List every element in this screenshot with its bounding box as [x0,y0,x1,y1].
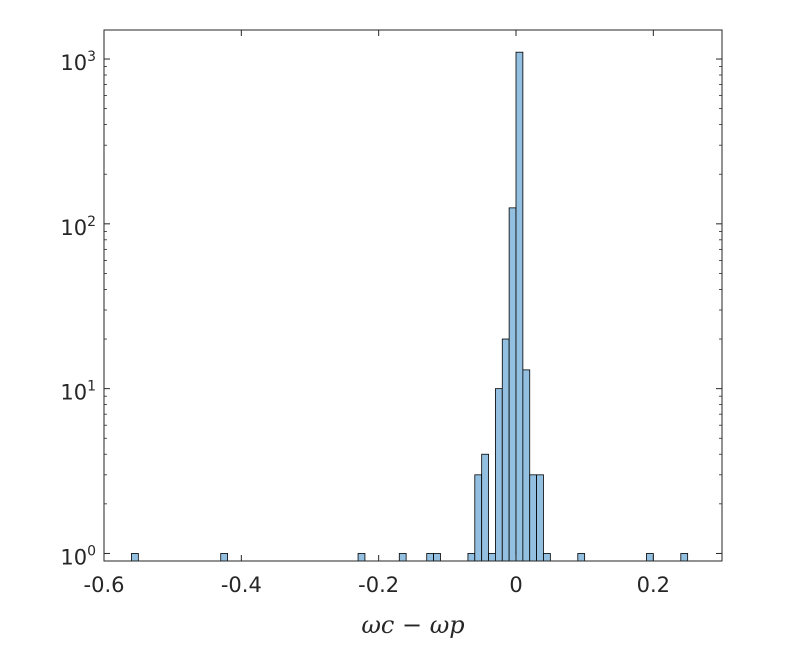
histogram-bar-2 [357,553,366,562]
histogram-bar-16 [536,474,544,562]
histogram-bar-7 [474,474,483,562]
histogram-bar-0 [131,553,139,562]
histogram-bar-19 [646,553,654,562]
x-tick-labels: -0.6 -0.4 -0.2 0 0.2 [84,573,671,597]
histogram-bar-6 [467,553,476,562]
histogram-bar-20 [680,553,689,562]
histogram-bar-8 [481,453,489,562]
histogram-bar-18 [577,553,586,562]
histogram-bar-9 [488,553,496,562]
histogram-bar-4 [426,553,435,562]
histogram-bar-14 [522,369,531,562]
x-tick-label-0: -0.6 [84,573,125,597]
histogram-bar-10 [494,388,503,562]
histogram-bar-3 [398,553,407,562]
x-tick-label-4: 0.2 [637,573,670,597]
histogram-bar-5 [433,553,441,562]
y-tick-label-0: 100 [60,543,96,569]
histogram-bar-13 [515,51,524,562]
y-tick-label-3: 103 [60,49,96,75]
histogram-bar-11 [501,338,510,562]
x-tick-label-3: 0 [509,573,522,597]
histogram-bar-12 [508,207,517,562]
y-tick-label-2: 102 [60,214,96,240]
histogram-bar-1 [220,553,228,562]
plot-area [104,30,722,561]
histogram-bar-15 [529,474,537,562]
axes-box [103,29,723,562]
y-tick-label-1: 101 [60,379,96,405]
y-tick-labels: 100 101 102 103 [60,49,96,569]
x-tick-label-2: -0.2 [358,573,399,597]
x-axis-label: ωc − ωp [361,611,464,639]
x-tick-label-1: -0.4 [221,573,262,597]
histogram-bar-17 [543,553,551,562]
